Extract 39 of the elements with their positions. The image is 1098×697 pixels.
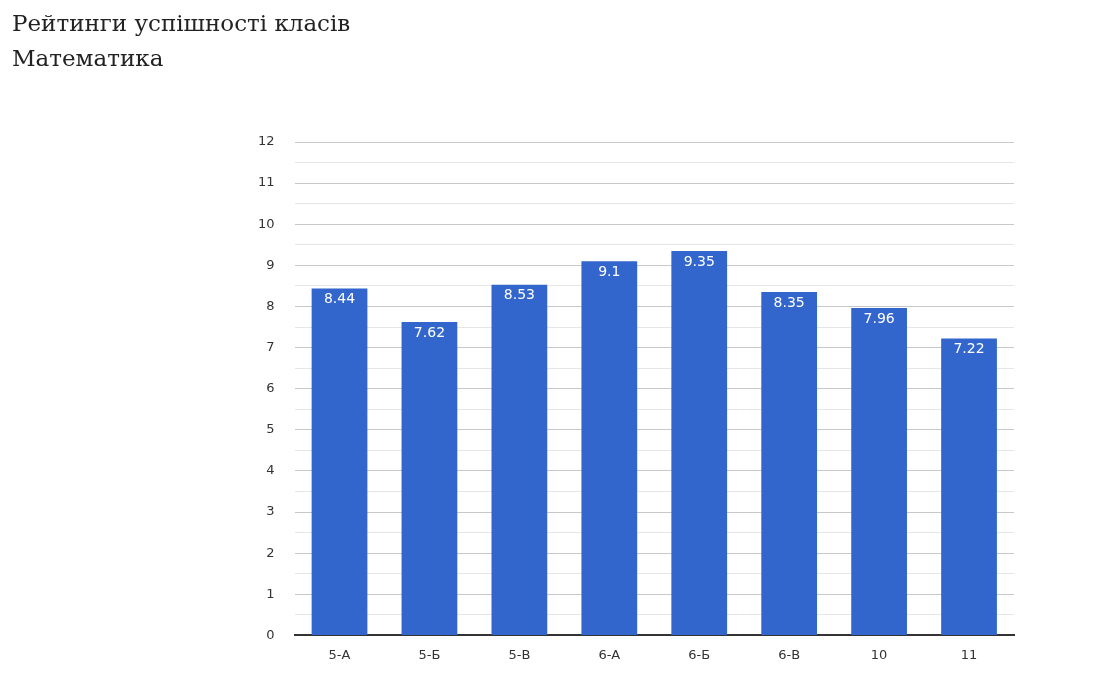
y-tick-label: 11 (258, 174, 275, 190)
x-tick-label: 6-А (598, 646, 621, 662)
data-label: 9.1 (598, 262, 621, 279)
data-label: 9.35 (683, 252, 715, 269)
y-tick-label: 12 (258, 133, 275, 149)
y-tick-label: 4 (266, 462, 275, 478)
y-tick-label: 7 (266, 338, 275, 354)
data-label: 8.53 (503, 286, 535, 303)
y-tick-label: 0 (266, 626, 275, 642)
data-label: 7.22 (953, 340, 985, 357)
bar (401, 322, 458, 635)
bar (941, 338, 997, 635)
data-label: 8.44 (323, 290, 356, 307)
bar (311, 288, 368, 635)
x-tick-label: 5-А (328, 646, 351, 662)
y-tick-label: 9 (266, 256, 275, 272)
x-tick-label: 5-Б (418, 646, 441, 662)
y-tick-label: 10 (258, 215, 275, 231)
chart-title: Рейтинги успішності класів (12, 10, 351, 36)
data-label: 7.96 (863, 309, 895, 326)
x-tick-label: 6-Б (688, 646, 711, 662)
x-tick-label: 5-В (508, 646, 531, 662)
y-tick-label: 5 (266, 421, 275, 437)
data-label: 8.35 (773, 293, 805, 310)
y-tick-label: 6 (266, 380, 275, 396)
y-tick-label: 3 (266, 503, 275, 519)
x-tick-label: 11 (960, 646, 978, 662)
x-tick-label: 10 (870, 646, 888, 662)
bar (581, 261, 638, 635)
y-tick-label: 8 (266, 297, 275, 313)
y-tick-label: 1 (266, 585, 275, 601)
x-tick-label: 6-В (778, 646, 801, 662)
y-tick-label: 2 (266, 544, 275, 560)
bar (671, 250, 728, 635)
bar (491, 284, 548, 635)
data-label: 7.62 (413, 323, 446, 340)
text: Математика (12, 45, 164, 71)
bar (761, 292, 818, 635)
bar (851, 308, 907, 635)
